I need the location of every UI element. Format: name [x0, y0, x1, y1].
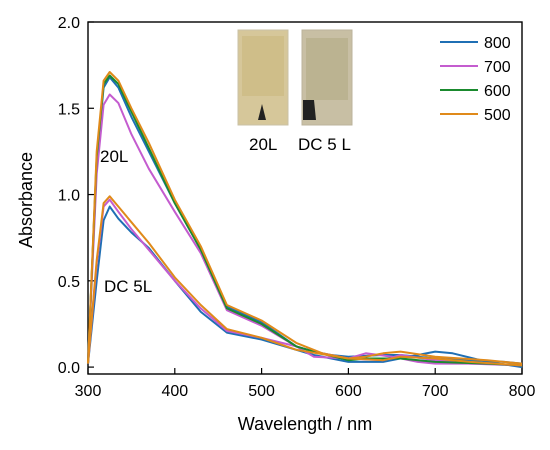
- x-tick-label: 400: [161, 383, 188, 400]
- y-tick-label: 0.0: [58, 360, 80, 377]
- x-tick-label: 600: [335, 383, 362, 400]
- series-layer: [87, 71, 523, 369]
- y-axis-title: Absorbance: [16, 152, 36, 248]
- y-tick-label: 0.5: [58, 274, 80, 291]
- y-tick-label: 1.5: [58, 101, 80, 118]
- y-tick-label: 2.0: [58, 15, 80, 32]
- x-axis-title: Wavelength / nm: [238, 414, 372, 434]
- series-line-500-1: [87, 195, 523, 367]
- series-line-800-1: [87, 205, 523, 369]
- legend-label-800: 800: [484, 35, 511, 52]
- plot-frame: [87, 21, 523, 375]
- x-tick-label: 500: [248, 383, 275, 400]
- legend-label-600: 600: [484, 83, 511, 100]
- legend: 800 700 600 500: [440, 35, 511, 124]
- photo-label-dc5l: DC 5 L: [298, 135, 351, 154]
- annotation-dc5l: DC 5L: [104, 277, 152, 296]
- legend-label-500: 500: [484, 107, 511, 124]
- series-line-500-0: [87, 71, 523, 365]
- sample-photos: [237, 29, 353, 126]
- x-tick-label: 300: [75, 383, 102, 400]
- y-tick-label: 1.0: [58, 188, 80, 205]
- series-line-600-0: [87, 74, 523, 367]
- series-line-700-1: [87, 198, 523, 367]
- annotation-20l: 20L: [100, 147, 128, 166]
- legend-label-700: 700: [484, 59, 511, 76]
- x-tick-label: 700: [422, 383, 449, 400]
- photo-label-20l: 20L: [249, 135, 277, 154]
- x-tick-label: 800: [509, 383, 536, 400]
- x-axis: 300 400 500 600 700 800: [75, 368, 536, 400]
- y-axis: 0.0 0.5 1.0 1.5 2.0: [58, 15, 94, 377]
- series-line-700-0: [87, 93, 523, 367]
